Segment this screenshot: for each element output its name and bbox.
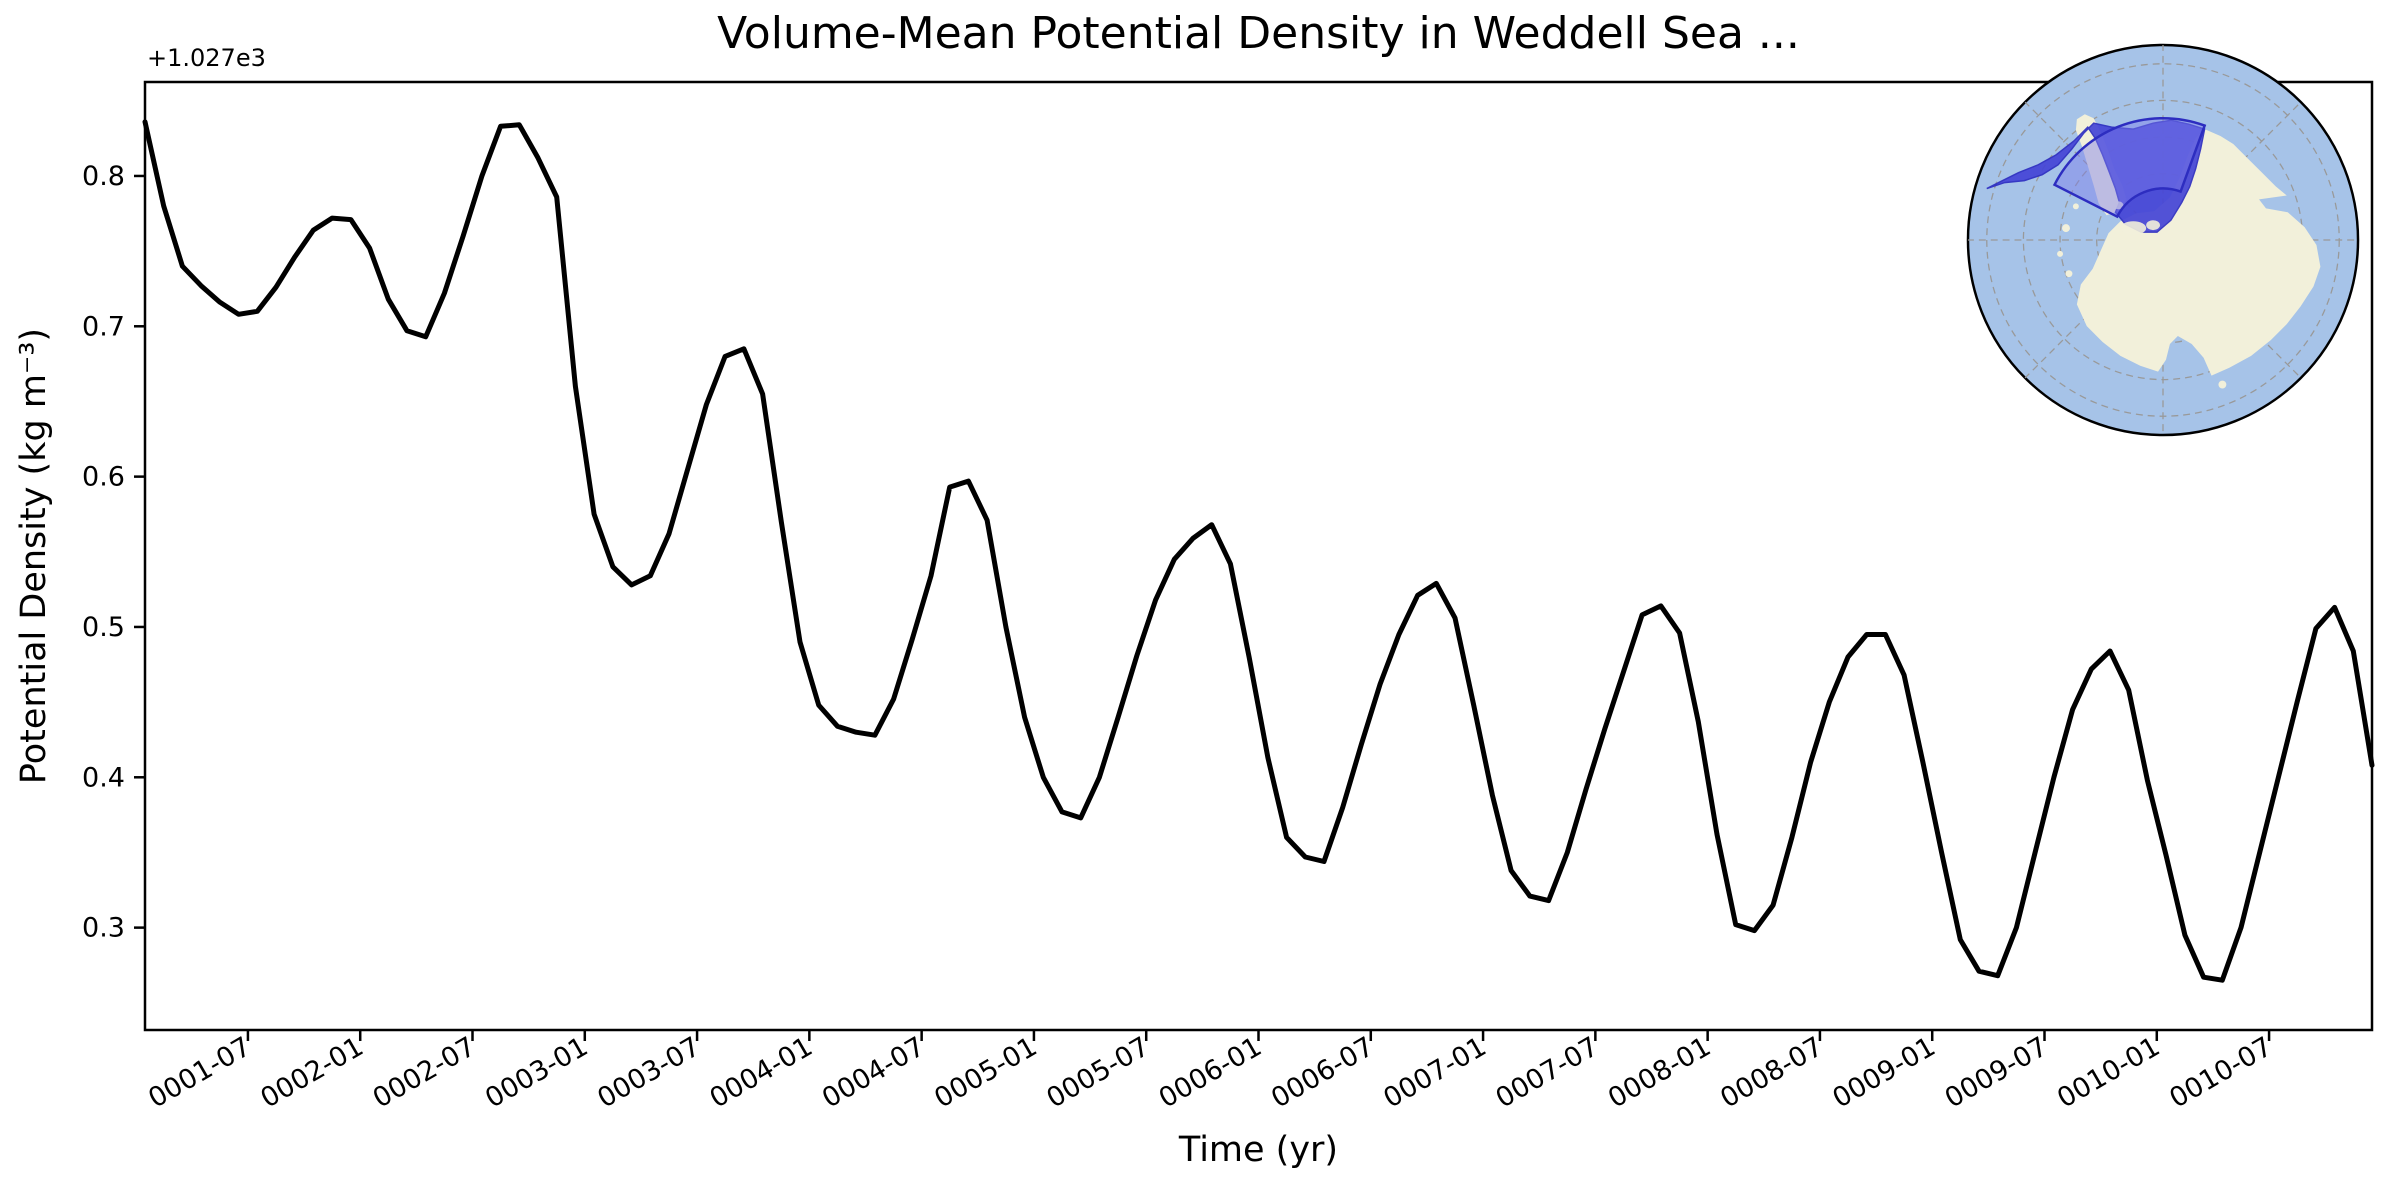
x-tick-label: 0002-07: [368, 1031, 481, 1114]
x-tick-label: 0007-01: [1378, 1031, 1491, 1114]
page-title: Volume-Mean Potential Density in Weddell…: [717, 8, 1800, 59]
x-tick-label: 0010-01: [2052, 1031, 2165, 1114]
y-axis-label: Potential Density (kg m⁻³): [14, 327, 54, 785]
x-tick-label: 0005-07: [1042, 1031, 1155, 1114]
x-tick-label: 0002-01: [256, 1031, 369, 1114]
antarctica-landmass: [2057, 114, 2321, 389]
x-axis-label: Time (yr): [1178, 1130, 1339, 1170]
y-axis-ticks: 0.3 0.4 0.5 0.6 0.7 0.8: [82, 161, 145, 944]
x-tick-label: 0010-07: [2164, 1031, 2277, 1114]
x-tick-label: 0009-07: [1940, 1031, 2053, 1114]
ice-shelf-patch: [2113, 201, 2124, 210]
density-line: [142, 119, 2375, 983]
antarctic-peninsula: [2075, 114, 2127, 216]
x-tick-label: 0009-01: [1828, 1031, 1941, 1114]
x-tick-label: 0004-07: [817, 1031, 930, 1114]
ice-shelf-patch: [2120, 221, 2147, 236]
x-tick-label: 0001-07: [143, 1031, 256, 1114]
weddell-region-wedge-outline: [2052, 116, 2207, 219]
ice-shelf-patch: [2146, 220, 2161, 231]
y-tick-label: 0.6: [82, 462, 125, 493]
x-tick-label: 0004-01: [705, 1031, 818, 1114]
axes-spines: [143, 80, 2374, 1032]
x-tick-label: 0003-07: [592, 1031, 705, 1114]
x-tick-label: 0005-01: [929, 1031, 1042, 1114]
y-tick-label: 0.8: [82, 161, 125, 192]
y-axis-offset-label: +1.027e3: [147, 44, 266, 72]
x-axis-ticks: 0001-07 0002-01 0002-07 0003-01 0003-07 0004-…: [143, 1030, 2278, 1114]
weddell-sea-inset-map: [1966, 43, 2360, 437]
x-tick-label: 0006-07: [1266, 1031, 1379, 1114]
y-tick-label: 0.7: [82, 311, 125, 342]
x-tick-label: 0007-07: [1491, 1031, 1604, 1114]
x-tick-label: 0006-01: [1154, 1031, 1267, 1114]
y-tick-label: 0.5: [82, 612, 125, 643]
x-tick-label: 0008-07: [1715, 1031, 1828, 1114]
y-tick-label: 0.3: [82, 913, 125, 944]
y-tick-label: 0.4: [82, 762, 125, 793]
x-tick-label: 0003-01: [480, 1031, 593, 1114]
x-tick-label: 0008-01: [1603, 1031, 1716, 1114]
weddell-region-fill: [1986, 119, 2206, 236]
